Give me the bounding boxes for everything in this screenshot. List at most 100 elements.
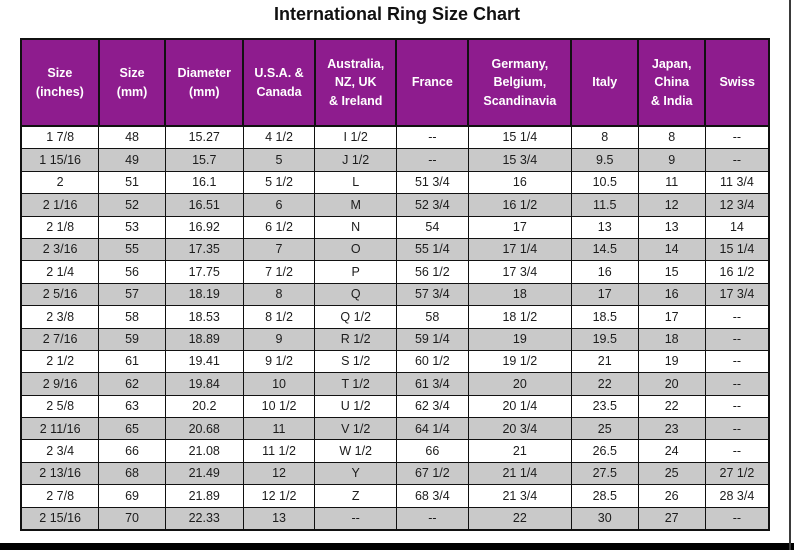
- table-cell: --: [704, 506, 770, 531]
- table-cell: 6 1/2: [242, 215, 316, 239]
- table-cell: 16 1/2: [467, 193, 572, 217]
- table-cell: 19.41: [164, 349, 244, 374]
- table-cell: V 1/2: [314, 417, 397, 441]
- page-title: International Ring Size Chart: [273, 4, 521, 24]
- table-cell: 27: [637, 506, 706, 531]
- table-cell: 5 1/2: [242, 170, 316, 195]
- table-cell: 10.5: [570, 170, 639, 195]
- table-cell: 2 1/2: [20, 349, 100, 374]
- table-cell: 21 3/4: [467, 484, 572, 508]
- table-row-10: 2 1/2 61 19.41 9 1/2 S 1/2 60 1/2 19 1/2 21 19 --: [20, 349, 770, 374]
- table-cell: 65: [98, 417, 166, 441]
- table-cell: 17 3/4: [467, 260, 572, 284]
- table-cell: 63: [98, 394, 166, 419]
- table-cell: 23.5: [570, 394, 639, 419]
- table-cell: S 1/2: [314, 349, 397, 374]
- table-cell: --: [704, 394, 770, 419]
- table-cell: 20: [467, 372, 572, 396]
- table-cell: 12: [637, 193, 706, 217]
- table-cell: T 1/2: [314, 372, 397, 396]
- table-cell: 11 1/2: [242, 439, 316, 463]
- table-cell: --: [704, 349, 770, 374]
- table-row-0: 1 7/8 48 15.27 4 1/2 I 1/2 -- 15 1/4 8 8 --: [20, 125, 770, 150]
- table-cell: 62: [98, 372, 166, 396]
- table-cell: 2 1/16: [20, 193, 100, 217]
- table-cell: 48: [98, 125, 166, 150]
- table-cell: Z: [314, 484, 397, 508]
- table-cell: 22.33: [164, 506, 244, 531]
- table-cell: 1 15/16: [20, 148, 100, 172]
- column-header-3: U.S.A. & Canada: [242, 38, 316, 127]
- table-cell: 66: [98, 439, 166, 463]
- table-row-6: 2 1/4 56 17.75 7 1/2 P 56 1/2 17 3/4 16 15 16 1/2: [20, 260, 770, 284]
- table-cell: 20 1/4: [467, 394, 572, 419]
- table-row-5: 2 3/16 55 17.35 7 O 55 1/4 17 1/4 14.5 14 15 1/4: [20, 237, 770, 262]
- table-cell: R 1/2: [314, 327, 397, 351]
- table-row-11: 2 9/16 62 19.84 10 T 1/2 61 3/4 20 22 20 --: [20, 372, 770, 396]
- table-cell: 15 1/4: [704, 237, 770, 262]
- table-cell: 15 1/4: [467, 125, 572, 150]
- table-cell: 2 15/16: [20, 506, 100, 531]
- table-cell: 26.5: [570, 439, 639, 463]
- ring-size-table: Size (inches) Size (mm) Diameter (mm) U.S.A…: [20, 38, 770, 532]
- table-cell: 11.5: [570, 193, 639, 217]
- table-cell: 22: [637, 394, 706, 419]
- table-cell: 21.49: [164, 461, 244, 486]
- table-cell: 12 3/4: [704, 193, 770, 217]
- table-cell: 52: [98, 193, 166, 217]
- table-cell: 27 1/2: [704, 461, 770, 486]
- table-cell: L: [314, 170, 397, 195]
- table-cell: 56: [98, 260, 166, 284]
- table-cell: 10: [242, 372, 316, 396]
- table-cell: 18.5: [570, 305, 639, 329]
- table-cell: J 1/2: [314, 148, 397, 172]
- table-cell: P: [314, 260, 397, 284]
- table-cell: 57: [98, 282, 166, 307]
- table-row-3: 2 1/16 52 16.51 6 M 52 3/4 16 1/2 11.5 12 12 3/4: [20, 193, 770, 217]
- table-cell: 2 3/8: [20, 305, 100, 329]
- table-row-8: 2 3/8 58 18.53 8 1/2 Q 1/2 58 18 1/2 18.5 17 --: [20, 305, 770, 329]
- table-cell: 24: [637, 439, 706, 463]
- table-cell: 15.7: [164, 148, 244, 172]
- table-cell: I 1/2: [314, 125, 397, 150]
- bottom-border-bar: [0, 543, 794, 550]
- table-cell: 19.84: [164, 372, 244, 396]
- table-cell: Y: [314, 461, 397, 486]
- table-cell: 13: [570, 215, 639, 239]
- table-row-15: 2 13/16 68 21.49 12 Y 67 1/2 21 1/4 27.5 25 27 1/…: [20, 461, 770, 486]
- table-cell: 60 1/2: [395, 349, 469, 374]
- table-cell: 59 1/4: [395, 327, 469, 351]
- table-cell: 17.75: [164, 260, 244, 284]
- table-cell: Q: [314, 282, 397, 307]
- table-cell: 18.53: [164, 305, 244, 329]
- table-cell: 2 9/16: [20, 372, 100, 396]
- table-cell: 8: [570, 125, 639, 150]
- table-cell: 52 3/4: [395, 193, 469, 217]
- table-cell: 18.19: [164, 282, 244, 307]
- table-cell: 2 3/16: [20, 237, 100, 262]
- table-cell: W 1/2: [314, 439, 397, 463]
- table-cell: --: [704, 148, 770, 172]
- table-cell: 21.89: [164, 484, 244, 508]
- table-cell: --: [704, 417, 770, 441]
- table-cell: 16: [467, 170, 572, 195]
- table-row-13: 2 11/16 65 20.68 11 V 1/2 64 1/4 20 3/4 25 23 --: [20, 417, 770, 441]
- table-cell: 8: [637, 125, 706, 150]
- table-cell: 17: [637, 305, 706, 329]
- table-row-14: 2 3/4 66 21.08 11 1/2 W 1/2 66 21 26.5 24 --: [20, 439, 770, 463]
- table-cell: 68 3/4: [395, 484, 469, 508]
- table-cell: 16.92: [164, 215, 244, 239]
- table-cell: 19: [467, 327, 572, 351]
- table-row-12: 2 5/8 63 20.2 10 1/2 U 1/2 62 3/4 20 1/4 23.5 22…: [20, 394, 770, 419]
- table-cell: 18 1/2: [467, 305, 572, 329]
- table-cell: 13: [637, 215, 706, 239]
- column-header-9: Swiss: [704, 38, 770, 127]
- table-cell: 17 1/4: [467, 237, 572, 262]
- table-cell: 16 1/2: [704, 260, 770, 284]
- table-cell: 9: [637, 148, 706, 172]
- table-cell: 17 3/4: [704, 282, 770, 307]
- header-row: Size (inches) Size (mm) Diameter (mm) U.S.A…: [20, 38, 770, 127]
- table-row-9: 2 7/16 59 18.89 9 R 1/2 59 1/4 19 19.5 18 --: [20, 327, 770, 351]
- table-cell: 16: [570, 260, 639, 284]
- table-cell: 2: [20, 170, 100, 195]
